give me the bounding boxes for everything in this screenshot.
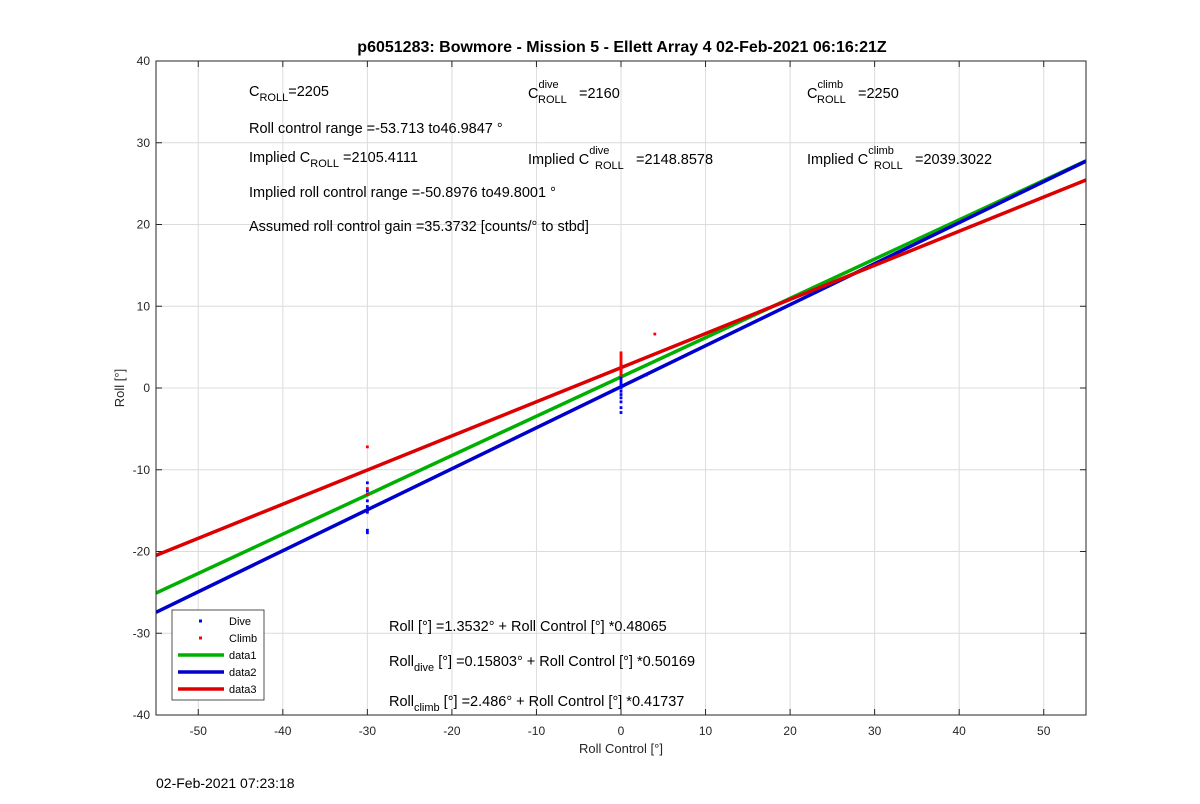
y-tick-label: 20 bbox=[137, 218, 151, 232]
gain-text: Assumed roll control gain =35.3732 [coun… bbox=[249, 219, 589, 235]
point-dive bbox=[619, 385, 623, 389]
x-tick-label: -30 bbox=[359, 724, 377, 738]
implied-c-dive-text: Implied Cdive ROLL =2148.8578 bbox=[528, 145, 713, 172]
fit-dive-text: Rolldive [°] =0.15803° + Roll Control [°… bbox=[389, 654, 695, 674]
ticks: -50 -40 -30 -20 -10 0 10 20 30 40 50 -40 -30 -20 -10 0 1… bbox=[133, 54, 1086, 738]
y-tick-label: -10 bbox=[133, 463, 151, 477]
point-dive bbox=[619, 381, 623, 385]
point-climb bbox=[619, 362, 623, 366]
point-climb bbox=[619, 358, 623, 362]
c-climb-text: Cclimb ROLL =2250 bbox=[807, 79, 899, 106]
chart-title: p6051283: Bowmore - Mission 5 - Ellett A… bbox=[357, 39, 887, 56]
point-dive bbox=[365, 531, 369, 535]
point-climb bbox=[619, 368, 623, 372]
roll-range-text: Roll control range =-53.713 to46.9847 ° bbox=[249, 121, 503, 137]
implied-c-text: Implied CROLL =2105.4111 bbox=[249, 150, 418, 170]
y-tick-label: -40 bbox=[133, 708, 151, 722]
point-climb bbox=[619, 351, 623, 355]
point-dive bbox=[619, 379, 623, 383]
annotations: CROLL=2205 Cdive ROLL =2160 Cclimb ROLL =2… bbox=[249, 79, 992, 714]
point-climb bbox=[619, 370, 623, 374]
point-dive bbox=[644, 373, 648, 377]
point-dive bbox=[365, 528, 369, 532]
y-tick-label: 10 bbox=[137, 299, 151, 313]
x-tick-label: 40 bbox=[953, 724, 967, 738]
legend-label-data2: data2 bbox=[229, 667, 257, 679]
point-dive bbox=[365, 489, 369, 493]
point-climb bbox=[365, 487, 369, 490]
timestamp: 02-Feb-2021 07:23:18 bbox=[156, 775, 295, 791]
point-dive bbox=[619, 384, 623, 387]
point-climb bbox=[619, 373, 623, 377]
x-tick-label: 10 bbox=[699, 724, 713, 738]
x-tick-label: 50 bbox=[1037, 724, 1051, 738]
x-tick-label: -40 bbox=[274, 724, 292, 738]
point-climb bbox=[619, 361, 623, 365]
data-points bbox=[365, 332, 657, 535]
x-tick-label: -20 bbox=[443, 724, 461, 738]
point-climb bbox=[619, 356, 623, 360]
implied-range-text: Implied roll control range =-50.8976 to4… bbox=[249, 185, 556, 201]
c-dive-text: Cdive ROLL =2160 bbox=[528, 79, 620, 106]
point-dive bbox=[365, 499, 369, 503]
point-climb bbox=[365, 492, 369, 496]
point-dive bbox=[619, 376, 623, 380]
y-tick-label: 0 bbox=[143, 381, 150, 395]
fit-climb-text: Rollclimb [°] =2.486° + Roll Control [°]… bbox=[389, 694, 684, 714]
point-climb bbox=[619, 365, 623, 369]
point-dive bbox=[365, 505, 369, 508]
y-tick-label: 40 bbox=[137, 54, 151, 68]
x-tick-label: -10 bbox=[528, 724, 546, 738]
c-roll-text: CROLL=2205 bbox=[249, 84, 329, 104]
point-climb bbox=[619, 371, 623, 375]
point-dive bbox=[619, 393, 623, 396]
point-dive bbox=[619, 400, 623, 404]
x-tick-label: 20 bbox=[783, 724, 797, 738]
x-tick-label: 0 bbox=[618, 724, 625, 738]
point-climb bbox=[653, 332, 657, 336]
point-dive bbox=[619, 389, 623, 393]
legend-label-climb: Climb bbox=[229, 633, 257, 645]
x-axis-label: Roll Control [°] bbox=[579, 741, 663, 756]
x-tick-label: -50 bbox=[190, 724, 208, 738]
point-dive bbox=[619, 406, 623, 410]
legend: Dive Climb data1 data2 data3 bbox=[171, 609, 265, 701]
y-axis-label: Roll [°] bbox=[112, 369, 127, 407]
point-climb bbox=[619, 353, 623, 357]
legend-marker-climb bbox=[199, 636, 202, 640]
legend-label-data3: data3 bbox=[229, 684, 257, 696]
implied-c-climb-text: Implied Cclimb ROLL =2039.3022 bbox=[807, 145, 992, 172]
y-tick-label: 30 bbox=[137, 136, 151, 150]
y-tick-label: -20 bbox=[133, 545, 151, 559]
legend-marker-dive bbox=[199, 619, 202, 623]
legend-label-dive: Dive bbox=[229, 616, 251, 628]
fit-all-text: Roll [°] =1.3532° + Roll Control [°] *0.… bbox=[389, 619, 667, 635]
legend-label-data1: data1 bbox=[229, 650, 257, 662]
point-dive bbox=[365, 481, 369, 485]
x-tick-label: 30 bbox=[868, 724, 882, 738]
point-dive bbox=[619, 411, 623, 414]
point-dive bbox=[619, 396, 623, 400]
point-climb bbox=[365, 445, 369, 449]
point-dive bbox=[365, 510, 369, 514]
y-tick-label: -30 bbox=[133, 626, 151, 640]
